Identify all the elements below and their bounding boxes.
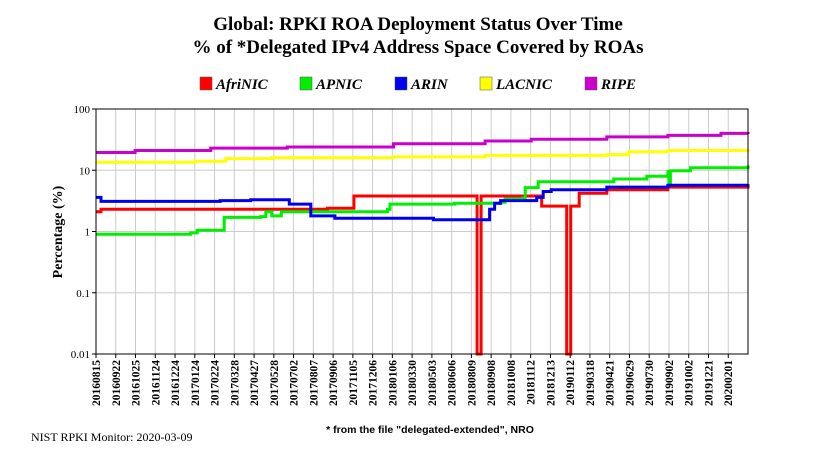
x-tick-label: 20171105 [348,360,360,406]
y-tick-label: 100 [74,104,91,116]
legend-swatch-arin [394,76,408,91]
x-tick-label: 20170807 [308,360,320,406]
x-tick-label: 20190902 [664,360,676,406]
series-line-apnic [96,165,750,236]
x-tick-label: 20190421 [605,360,617,406]
x-tick-label: 20180106 [387,360,399,406]
x-tick-label: 20170224 [210,360,222,406]
x-tick-label: 20181008 [506,360,518,406]
legend-swatch-apnic [299,76,313,91]
x-tick-label: 20181213 [545,360,557,406]
legend-label-afrinic: AfriNIC [215,77,269,93]
x-tick-label: 20170124 [190,360,202,406]
x-tick-label: 20181112 [526,360,538,405]
x-tick-label: 20180809 [466,360,478,406]
x-tick-label: 20161025 [131,360,143,406]
footer-note: * from the file "delegated-extended", NR… [326,424,534,436]
x-tick-label: 20200201 [723,360,735,406]
x-tick-label: 20190730 [644,360,656,406]
y-tick-label: 10 [79,165,91,177]
x-tick-label: 20180606 [447,360,459,406]
x-tick-label: 20161224 [170,360,182,406]
legend-label-apnic: APNIC [315,77,363,93]
x-axis-ticks: 20160815 20160922 20161025 20161124 20161224… [91,354,735,406]
y-tick-label: 0.01 [71,349,90,361]
x-tick-label: 20191221 [703,360,715,406]
x-tick-label: 20180330 [407,360,419,406]
y-tick-label: 1 [85,227,91,239]
x-tick-label: 20190629 [624,360,636,406]
x-tick-label: 20170328 [229,360,241,406]
x-tick-label: 20170427 [249,360,261,406]
x-tick-label: 20160922 [111,360,123,406]
x-tick-label: 20180503 [427,360,439,406]
x-tick-label: 20190112 [565,360,577,406]
chart-subtitle: % of *Delegated IPv4 Address Space Cover… [192,37,643,58]
grid [96,108,748,355]
legend-swatch-ripe [584,76,598,91]
y-tick-label: 0.1 [76,288,90,300]
x-tick-label: 20180908 [486,360,498,406]
y-axis-label: Percentage (%) [51,185,66,278]
series-group [96,131,750,356]
legend-label-lacnic: LACNIC [495,77,553,93]
series-line-afrinic [96,185,750,356]
x-tick-label: 20190318 [585,360,597,406]
x-tick-label: 20170528 [269,360,281,406]
x-tick-label: 20161124 [150,360,162,406]
y-axis-ticks: 100 10 1 0.1 0.01 [71,104,96,361]
series-line-arin [96,183,750,222]
legend-label-arin: ARIN [410,77,449,93]
series-line-lacnic [96,149,750,164]
footer-source: NIST RPKI Monitor: 2020-03-09 [31,430,192,444]
legend-swatch-afrinic [199,76,213,91]
x-tick-label: 20171206 [368,360,380,406]
legend-label-ripe: RIPE [600,77,636,93]
x-tick-label: 20170906 [328,360,340,406]
legend-swatch-lacnic [479,76,493,91]
chart-title: Global: RPKI ROA Deployment Status Over … [213,14,623,35]
x-tick-label: 20170702 [289,360,301,406]
x-tick-label: 20160815 [91,360,103,406]
series-line-ripe [96,131,750,154]
x-tick-label: 20191002 [684,360,696,406]
legend: AfriNIC APNIC ARIN LACNIC RIPE [199,76,636,93]
